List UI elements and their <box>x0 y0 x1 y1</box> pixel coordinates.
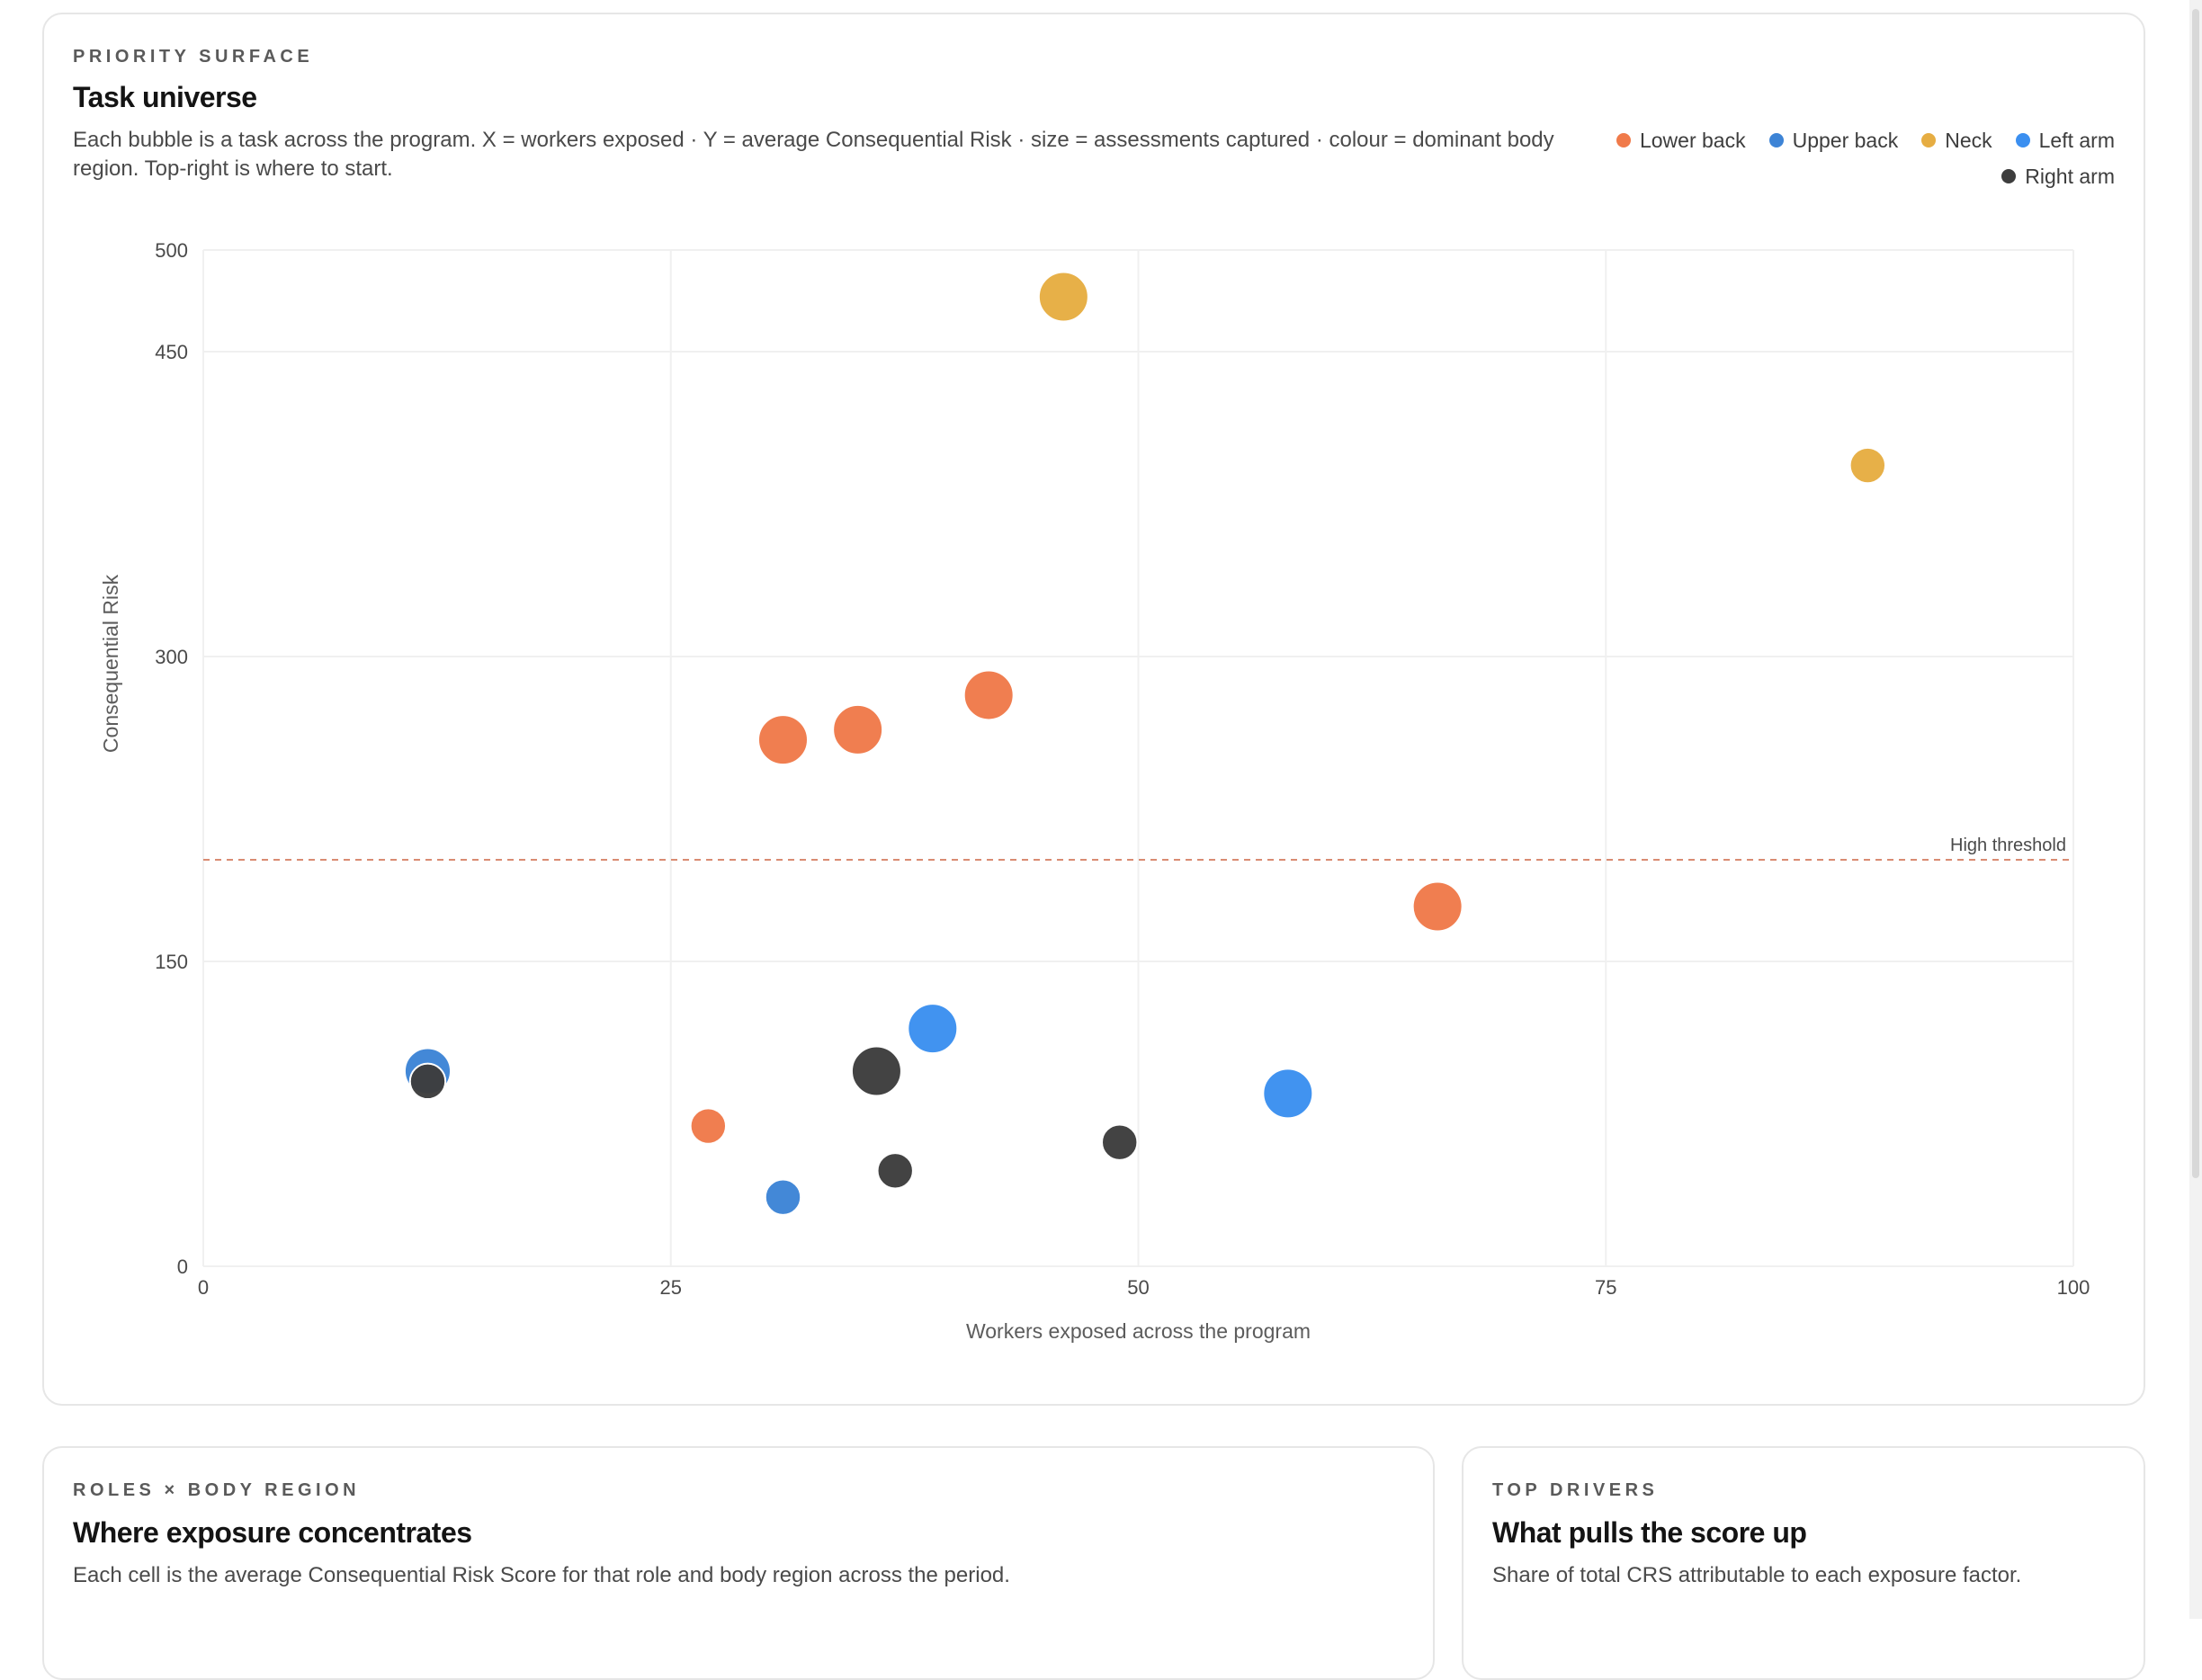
bubble-right-arm <box>408 1062 447 1101</box>
y-tick-label: 150 <box>155 951 188 973</box>
x-tick-label: 50 <box>1127 1276 1149 1299</box>
top-drivers-card: TOP DRIVERS What pulls the score up Shar… <box>1462 1446 2145 1680</box>
card-title: Task universe <box>73 81 257 113</box>
x-tick-label: 75 <box>1595 1276 1616 1299</box>
legend-label: Upper back <box>1792 128 1899 152</box>
chart-legend: Lower back Upper back Neck Left arm Right ar… <box>1611 126 2115 191</box>
bubble-left-arm <box>1262 1068 1314 1120</box>
page-scrollbar[interactable] <box>2189 0 2202 1619</box>
y-tick-label: 450 <box>155 341 188 363</box>
legend-label: Left arm <box>2038 128 2115 152</box>
card-description: Each cell is the average Consequential R… <box>73 1563 1010 1587</box>
card-eyebrow: TOP DRIVERS <box>1492 1480 1659 1500</box>
legend-item: Neck <box>1921 126 1992 155</box>
legend-swatch <box>1768 133 1784 147</box>
bubble-right-arm <box>850 1045 902 1097</box>
legend-item: Right arm <box>2001 162 2115 191</box>
legend-item: Left arm <box>2015 126 2115 155</box>
y-tick-label: 300 <box>155 646 188 668</box>
card-description: Share of total CRS attributable to each … <box>1492 1563 2022 1587</box>
bubble-lower-back <box>962 669 1015 721</box>
bubble-upper-back <box>764 1178 802 1216</box>
bubble-lower-back <box>689 1107 728 1145</box>
card-title: What pulls the score up <box>1492 1516 1807 1549</box>
legend-label: Neck <box>1945 128 1992 152</box>
legend-label: Right arm <box>2025 164 2115 188</box>
bubble-left-arm <box>907 1003 959 1055</box>
y-tick-label: 500 <box>155 239 188 262</box>
legend-item: Upper back <box>1768 126 1899 155</box>
bubble-right-arm <box>1101 1123 1139 1161</box>
legend-swatch <box>1616 133 1631 147</box>
card-description: Each bubble is a task across the program… <box>73 128 1554 181</box>
card-eyebrow: PRIORITY SURFACE <box>73 47 314 67</box>
task-universe-card: PRIORITY SURFACE Task universe Each bubb… <box>42 13 2145 1406</box>
bubble-lower-back <box>1411 880 1464 933</box>
x-tick-label: 0 <box>198 1276 209 1299</box>
legend-swatch <box>2001 169 2017 183</box>
x-tick-label: 25 <box>660 1276 682 1299</box>
y-axis-title: Consequential Risk <box>99 574 122 753</box>
x-tick-label: 100 <box>2057 1276 2090 1299</box>
legend-item: Lower back <box>1616 126 1746 155</box>
legend-swatch <box>2015 133 2030 147</box>
bubble-neck <box>1037 271 1089 323</box>
bubble-right-arm <box>876 1152 914 1190</box>
bubble-lower-back <box>756 714 809 766</box>
bubble-lower-back <box>832 703 884 755</box>
bubble-chart: 0 25 50 75 100 0 150 300 450 500 Workers exposed a… <box>99 239 2090 1343</box>
x-axis-title: Workers exposed across the program <box>966 1319 1311 1343</box>
legend-swatch <box>1921 133 1937 147</box>
y-tick-label: 0 <box>177 1256 188 1278</box>
scrollbar-thumb[interactable] <box>2192 9 2199 1178</box>
high-threshold-label: High threshold <box>1950 836 2066 855</box>
card-eyebrow: ROLES × BODY REGION <box>73 1480 361 1500</box>
legend-label: Lower back <box>1639 128 1746 152</box>
card-title: Where exposure concentrates <box>73 1516 472 1549</box>
bubble-neck <box>1848 446 1887 485</box>
roles-body-region-card: ROLES × BODY REGION Where exposure conce… <box>42 1446 1435 1680</box>
